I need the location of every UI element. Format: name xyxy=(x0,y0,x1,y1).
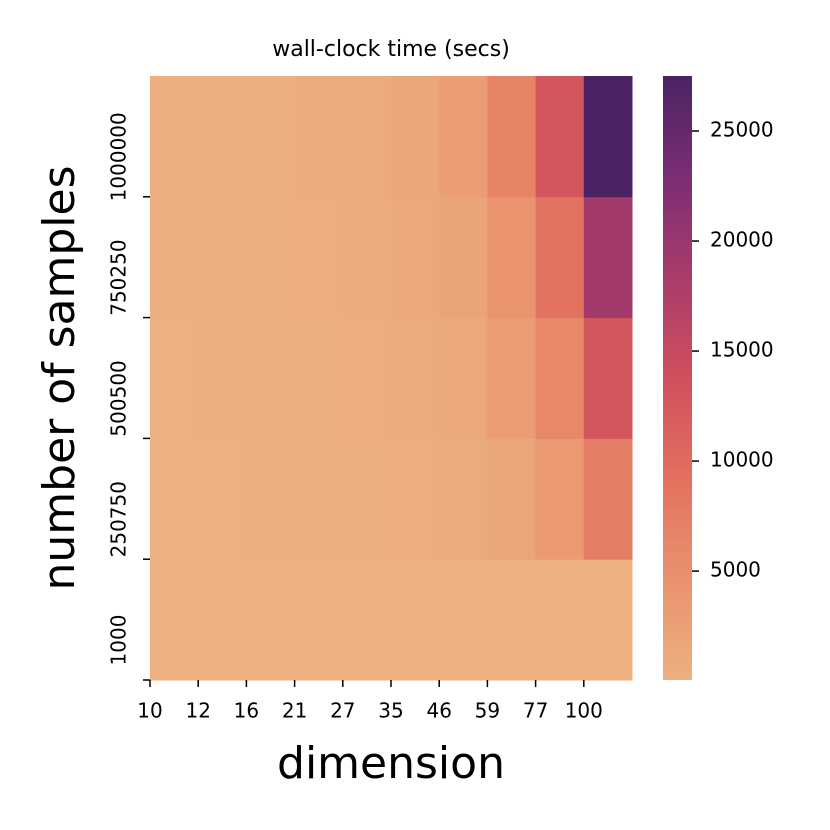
heat-cell xyxy=(535,438,585,560)
heat-cell xyxy=(439,438,488,560)
heat-cell xyxy=(439,559,488,681)
heat-cell xyxy=(391,317,440,439)
heat-cell xyxy=(583,317,633,439)
heat-cell xyxy=(487,559,537,681)
heat-cell xyxy=(487,76,537,198)
heat-cell xyxy=(294,559,344,681)
y-tick-label: 1000000 xyxy=(107,112,131,201)
x-tick-label: 100 xyxy=(565,699,603,723)
heat-cell xyxy=(198,559,247,681)
x-tick-label: 35 xyxy=(378,699,403,723)
heat-cell xyxy=(583,559,633,681)
heat-cell xyxy=(246,76,296,198)
colorbar-tick-label: 10000 xyxy=(710,448,774,472)
x-tick-label: 21 xyxy=(282,699,307,723)
y-tick-label: 500500 xyxy=(107,360,131,436)
heat-cell xyxy=(150,76,199,198)
heat-cell xyxy=(150,559,199,681)
y-tick-label: 750250 xyxy=(107,239,131,315)
x-tick-label: 59 xyxy=(475,699,500,723)
heat-cell xyxy=(246,559,296,681)
heat-cell xyxy=(198,438,247,560)
heat-cell xyxy=(342,196,392,319)
heat-cell xyxy=(487,317,537,439)
heat-cell xyxy=(246,438,296,560)
colorbar-tick-label: 15000 xyxy=(710,338,774,362)
heat-cell xyxy=(583,438,633,560)
heat-cell xyxy=(535,559,585,681)
heat-cell xyxy=(150,317,199,439)
colorbar-tick-label: 25000 xyxy=(710,118,774,142)
heat-cell xyxy=(150,438,199,560)
y-tick-label: 1000 xyxy=(107,615,131,666)
heat-cell xyxy=(439,317,488,439)
x-axis-label: dimension xyxy=(277,738,505,789)
heat-cell xyxy=(583,76,633,198)
heat-cell xyxy=(198,196,247,319)
heat-cell xyxy=(535,196,585,319)
heat-cell xyxy=(391,438,440,560)
heat-cell xyxy=(294,317,344,439)
x-tick-label: 46 xyxy=(426,699,451,723)
heat-cell xyxy=(294,76,344,198)
heat-cell xyxy=(246,317,296,439)
heat-cell xyxy=(342,317,392,439)
x-tick-label: 12 xyxy=(185,699,210,723)
x-tick-label: 27 xyxy=(330,699,355,723)
heat-cell xyxy=(439,76,488,198)
heat-cell xyxy=(391,559,440,681)
colorbar xyxy=(663,76,692,680)
heat-cell xyxy=(535,76,585,198)
heat-cell xyxy=(439,196,488,319)
y-tick-label: 250750 xyxy=(107,481,131,557)
heat-cell xyxy=(294,438,344,560)
x-tick-label: 16 xyxy=(234,699,259,723)
heat-cell xyxy=(246,196,296,319)
heat-cell xyxy=(391,196,440,319)
y-axis-label: number of samples xyxy=(34,165,85,590)
heat-cell xyxy=(342,438,392,560)
heat-cell xyxy=(487,438,537,560)
chart-title: wall-clock time (secs) xyxy=(272,37,510,62)
heat-cell xyxy=(583,196,633,319)
heat-cell xyxy=(198,76,247,198)
heat-cell xyxy=(487,196,537,319)
heat-cell xyxy=(342,76,392,198)
colorbar-tick-label: 20000 xyxy=(710,228,774,252)
heat-cell xyxy=(198,317,247,439)
x-tick-label: 10 xyxy=(137,699,162,723)
colorbar-tick-label: 5000 xyxy=(710,558,761,582)
x-tick-label: 77 xyxy=(523,699,548,723)
heat-cell xyxy=(342,559,392,681)
heat-cell xyxy=(391,76,440,198)
heat-cell xyxy=(535,317,585,439)
heat-cell xyxy=(294,196,344,319)
heat-cell xyxy=(150,196,199,319)
